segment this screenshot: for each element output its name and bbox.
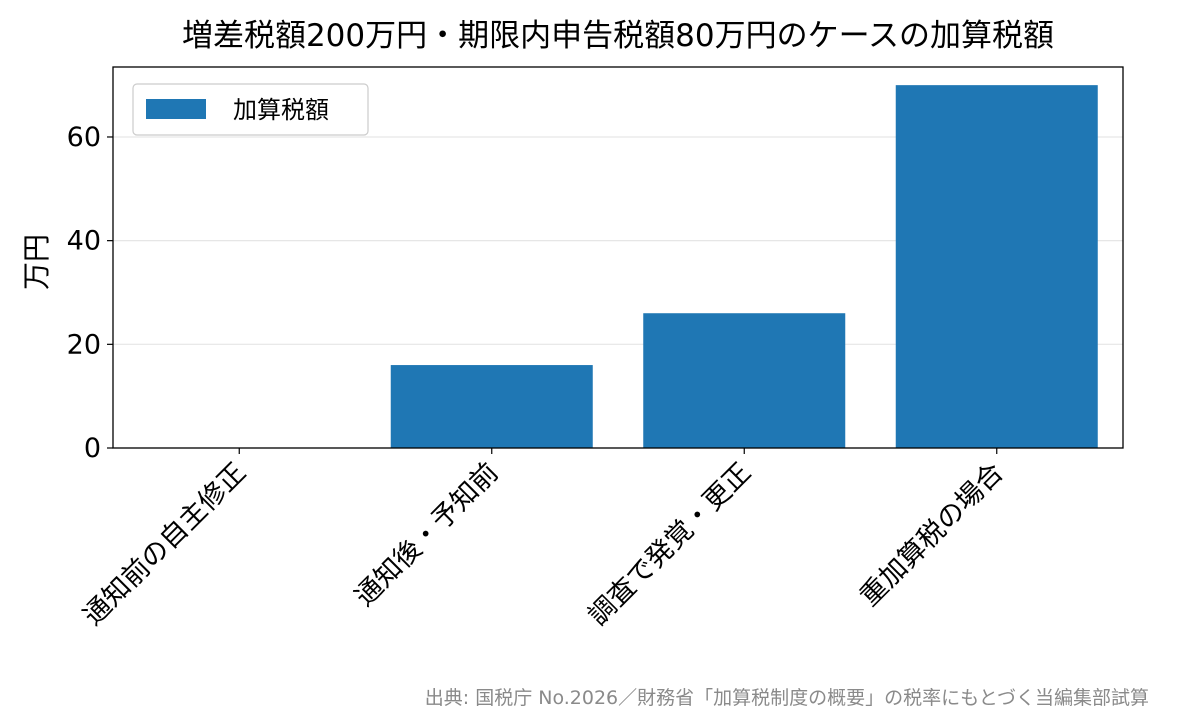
y-tick-label: 40 xyxy=(67,226,101,257)
bar-2 xyxy=(390,365,593,448)
x-tick-label: 重加算税の場合 xyxy=(854,457,1010,613)
bar-4 xyxy=(895,85,1098,449)
chart-title: 増差税額200万円・期限内申告税額80万円のケースの加算税額 xyxy=(182,18,1054,54)
legend: 加算税額 xyxy=(132,83,369,136)
x-tick-label: 通知後・予知前 xyxy=(349,457,505,613)
source-note: 出典: 国税庁 No.2026／財務省「加算税制度の概要」の税率にもとづく当編集… xyxy=(424,687,1149,709)
x-axis: 通知前の自主修正 通知後・予知前 調査で発覚・更正 重加算税の場合 xyxy=(78,448,1010,632)
legend-label: 加算税額 xyxy=(233,96,329,124)
legend-box xyxy=(132,83,369,136)
bars xyxy=(390,85,1098,449)
plot-frame xyxy=(112,66,1124,449)
bar-3 xyxy=(643,313,846,448)
y-tick-label: 20 xyxy=(67,329,101,360)
y-axis: 0 20 40 60 xyxy=(67,122,113,464)
legend-swatch xyxy=(146,99,206,119)
y-axis-label: 万円 xyxy=(20,234,53,290)
y-tick-label: 0 xyxy=(84,433,101,464)
x-tick-label: 通知前の自主修正 xyxy=(78,457,253,632)
y-tick-label: 60 xyxy=(67,122,101,153)
x-tick-label: 調査で発覚・更正 xyxy=(583,457,758,632)
